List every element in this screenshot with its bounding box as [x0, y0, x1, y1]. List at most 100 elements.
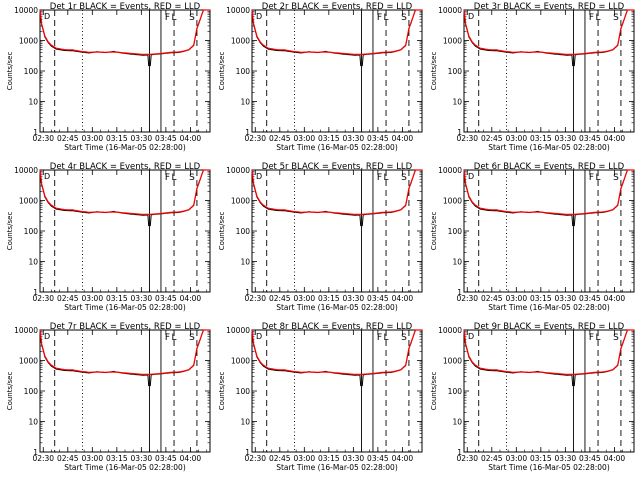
y-tick-label: 10 [28, 418, 38, 427]
y-tick-label: 100 [236, 387, 251, 396]
marker-letter-l: L [172, 173, 177, 183]
marker-letter-l: L [172, 333, 177, 343]
x-tick-label: 03:00 [505, 134, 527, 143]
chart-panel-3: Det 3r BLACK = Events, RED = LLD 1 10 100 10… [430, 2, 635, 152]
x-tick-label: 03:00 [81, 454, 103, 463]
plot-frame [39, 169, 211, 293]
y-tick-label: 10000 [438, 326, 462, 335]
x-tick-label: 03:45 [155, 454, 177, 463]
marker-letter-d: D [44, 332, 50, 341]
y-tick-label: 100 [24, 67, 39, 76]
y-tick-label: 10000 [438, 6, 462, 15]
marker-letter-s: S [189, 333, 195, 343]
x-tick-label: 03:30 [555, 294, 577, 303]
marker-letter-d: D [256, 332, 262, 341]
events-series-line [463, 9, 634, 67]
marker-letter-s: S [613, 13, 619, 23]
x-tick-label: 04:00 [180, 134, 202, 143]
x-tick-label: 03:00 [81, 134, 103, 143]
chart-panel-6: Det 6r BLACK = Events, RED = LLD 1 10 100 10… [430, 162, 635, 312]
events-series-line [39, 329, 210, 387]
events-series-line [463, 329, 634, 387]
x-tick-label: 04:00 [392, 134, 414, 143]
marker-letter-d: D [44, 12, 50, 21]
x-tick-label: 03:30 [343, 294, 365, 303]
x-tick-label: 03:45 [155, 294, 177, 303]
y-tick-label: 1 [33, 288, 38, 297]
x-tick-label: 02:45 [57, 134, 79, 143]
x-tick-label: 02:30 [456, 454, 478, 463]
y-tick-label: 1000 [19, 37, 38, 46]
x-tick-label: 03:45 [367, 294, 389, 303]
plot-frame [463, 9, 635, 133]
marker-letter-f: F [165, 333, 170, 343]
chart-title: Det 2r BLACK = Events, RED = LLD [262, 2, 413, 12]
x-tick-label: 02:30 [32, 454, 54, 463]
x-tick-label: 03:15 [318, 454, 340, 463]
x-tick-label: 03:30 [555, 454, 577, 463]
y-axis-label: Counts/sec [218, 52, 226, 91]
x-tick-label: 04:00 [180, 294, 202, 303]
y-tick-label: 10000 [438, 166, 462, 175]
chart-title: Det 5r BLACK = Events, RED = LLD [262, 162, 413, 172]
y-tick-label: 10000 [14, 6, 38, 15]
y-axis-label: Counts/sec [218, 372, 226, 411]
lld-series-line [251, 9, 422, 55]
marker-letter-s: S [189, 13, 195, 23]
x-tick-label: 02:30 [456, 294, 478, 303]
chart-title: Det 7r BLACK = Events, RED = LLD [50, 322, 201, 332]
y-tick-label: 100 [448, 227, 463, 236]
y-tick-label: 100 [24, 387, 39, 396]
plot-frame [463, 329, 635, 453]
x-tick-label: 04:00 [604, 454, 626, 463]
lld-series-line [463, 9, 634, 55]
x-tick-label: 03:30 [131, 454, 153, 463]
lld-series-line [463, 169, 634, 215]
x-tick-label: 03:45 [367, 134, 389, 143]
x-tick-label: 03:00 [293, 294, 315, 303]
marker-letter-s: S [401, 13, 407, 23]
y-tick-label: 100 [236, 227, 251, 236]
plot-frame [251, 9, 423, 133]
events-series-line [39, 9, 210, 67]
x-tick-label: 02:45 [269, 454, 291, 463]
y-axis-label: Counts/sec [430, 372, 438, 411]
x-tick-label: 02:30 [244, 134, 266, 143]
x-axis-label: Start Time (16-Mar-05 02:28:00) [488, 463, 610, 472]
x-tick-label: 03:45 [155, 134, 177, 143]
lld-series-line [39, 9, 210, 55]
x-tick-label: 03:15 [318, 294, 340, 303]
marker-letter-f: F [377, 173, 382, 183]
marker-letter-l: L [596, 333, 601, 343]
marker-letter-l: L [596, 13, 601, 23]
events-series-line [251, 329, 422, 387]
x-tick-label: 03:15 [530, 134, 552, 143]
x-tick-label: 03:00 [293, 454, 315, 463]
y-tick-label: 1 [457, 128, 462, 137]
marker-letter-d: D [468, 172, 474, 181]
x-tick-label: 02:45 [269, 134, 291, 143]
y-tick-label: 1000 [231, 37, 250, 46]
y-tick-label: 1 [457, 288, 462, 297]
x-tick-label: 02:45 [481, 454, 503, 463]
chart-panel-8: Det 8r BLACK = Events, RED = LLD 1 10 100 10… [218, 322, 423, 472]
x-axis-label: Start Time (16-Mar-05 02:28:00) [276, 143, 398, 152]
y-tick-label: 1 [457, 448, 462, 457]
x-tick-label: 02:30 [244, 454, 266, 463]
chart-panel-5: Det 5r BLACK = Events, RED = LLD 1 10 100 10… [218, 162, 423, 312]
x-tick-label: 02:45 [57, 294, 79, 303]
x-tick-label: 02:45 [269, 294, 291, 303]
marker-letter-f: F [589, 173, 594, 183]
marker-letter-f: F [589, 333, 594, 343]
x-tick-label: 03:45 [579, 294, 601, 303]
marker-letter-s: S [401, 333, 407, 343]
marker-letter-f: F [589, 13, 594, 23]
x-tick-label: 02:30 [456, 134, 478, 143]
y-axis-label: Counts/sec [6, 212, 14, 251]
plot-frame [39, 329, 211, 453]
events-series-line [251, 169, 422, 227]
x-tick-label: 04:00 [392, 454, 414, 463]
x-tick-label: 03:15 [318, 134, 340, 143]
marker-letter-d: D [256, 172, 262, 181]
marker-letter-d: D [256, 12, 262, 21]
